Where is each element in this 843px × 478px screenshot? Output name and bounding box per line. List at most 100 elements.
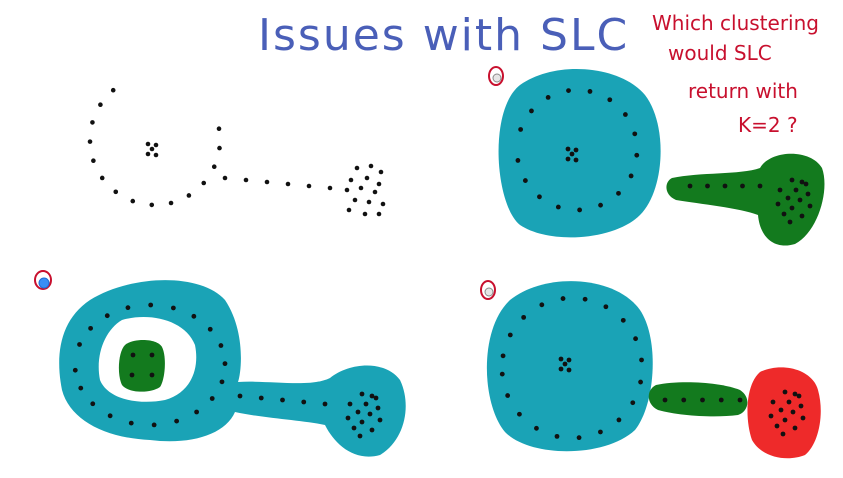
data-point	[78, 385, 84, 391]
cluster-blob-shape	[747, 367, 821, 459]
data-point	[359, 419, 365, 425]
data-point	[258, 395, 264, 401]
data-point	[700, 397, 705, 403]
data-point	[781, 211, 787, 217]
data-point	[789, 177, 795, 183]
data-point	[216, 126, 222, 132]
option-a-radio[interactable]	[488, 66, 504, 86]
data-point	[369, 427, 375, 433]
data-point	[377, 417, 383, 423]
data-point	[634, 152, 640, 158]
data-point	[777, 187, 783, 193]
data-point	[534, 425, 539, 431]
cluster-ring-shape	[486, 281, 653, 452]
data-point	[151, 422, 157, 428]
cluster-ring-tail-shape	[59, 280, 406, 457]
option-b-radio[interactable]	[34, 270, 52, 290]
data-point	[778, 407, 784, 413]
data-point	[603, 304, 609, 310]
data-point	[638, 379, 643, 385]
data-point	[687, 183, 693, 189]
data-point	[149, 352, 155, 358]
data-point	[194, 409, 200, 415]
data-point	[110, 87, 116, 93]
data-point	[351, 425, 357, 431]
data-point	[565, 146, 571, 152]
data-point	[368, 163, 374, 169]
data-point	[186, 193, 192, 198]
data-point	[507, 332, 513, 338]
data-point	[243, 177, 249, 183]
option-c-radio[interactable]	[480, 280, 496, 300]
data-point	[505, 393, 511, 398]
data-point	[598, 429, 603, 435]
data-point	[357, 433, 363, 439]
data-point	[90, 120, 95, 125]
data-point	[280, 397, 285, 403]
data-point	[355, 409, 361, 415]
data-point	[500, 353, 506, 359]
data-point	[539, 302, 545, 308]
data-point	[800, 415, 806, 421]
data-point	[358, 185, 364, 191]
data-point	[149, 202, 155, 208]
data-point	[130, 352, 136, 358]
data-point	[87, 139, 93, 144]
data-point	[565, 156, 571, 162]
data-point	[170, 305, 176, 311]
data-point	[782, 389, 788, 395]
data-point	[662, 397, 668, 403]
question-line-4: K=2 ?	[738, 113, 798, 137]
data-point	[622, 112, 628, 117]
data-point	[554, 433, 560, 439]
data-point	[375, 405, 381, 411]
data-point	[201, 180, 207, 186]
data-point	[598, 202, 603, 208]
data-point	[630, 400, 636, 406]
data-point	[705, 183, 710, 189]
data-point	[577, 207, 583, 213]
data-point	[129, 372, 135, 378]
data-point	[222, 361, 228, 367]
data-point	[363, 401, 369, 407]
data-point	[518, 127, 524, 132]
data-point	[211, 164, 217, 170]
data-point	[354, 165, 360, 171]
data-point	[789, 205, 795, 211]
data-point	[107, 413, 113, 419]
data-point	[373, 395, 379, 401]
data-point	[346, 207, 352, 213]
data-point	[217, 145, 222, 151]
data-point	[369, 393, 375, 399]
data-point	[88, 325, 94, 331]
data-point	[757, 183, 763, 189]
data-point	[799, 179, 805, 185]
data-point	[352, 197, 358, 203]
radio-indicator	[484, 287, 494, 297]
data-point	[376, 181, 382, 187]
data-point	[149, 146, 155, 152]
data-point	[347, 401, 353, 407]
data-point	[521, 314, 527, 320]
data-point	[306, 183, 312, 189]
data-point	[566, 88, 571, 94]
data-point	[770, 399, 776, 405]
data-point	[219, 379, 225, 385]
data-point	[774, 423, 780, 429]
cluster-center-shape	[118, 339, 165, 392]
data-point	[218, 343, 224, 348]
data-point	[149, 372, 155, 378]
data-point	[153, 142, 159, 148]
data-point	[775, 201, 781, 207]
data-point	[787, 219, 793, 225]
data-point	[130, 198, 136, 204]
cluster-tail-shape	[648, 382, 748, 417]
data-point	[737, 397, 743, 403]
data-point	[522, 178, 528, 183]
data-point	[376, 211, 382, 217]
data-point	[545, 94, 551, 100]
data-point	[145, 141, 151, 147]
data-point	[616, 417, 622, 423]
data-point	[364, 175, 370, 181]
data-point	[90, 401, 96, 407]
